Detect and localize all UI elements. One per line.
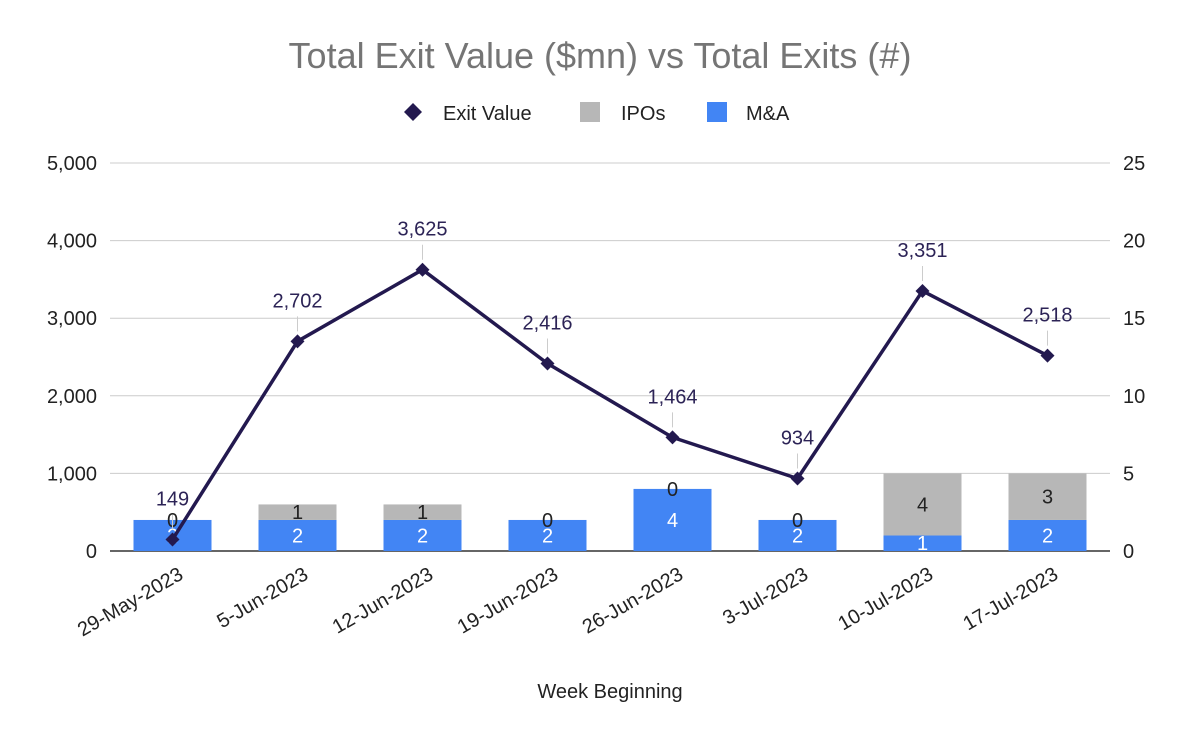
legend-marker-exit-value bbox=[404, 103, 422, 121]
bar-label-ma: 2 bbox=[292, 525, 303, 547]
right-tick-label: 5 bbox=[1123, 463, 1134, 485]
x-tick-label: 10-Jul-2023 bbox=[835, 563, 937, 635]
exit-value-point bbox=[540, 356, 555, 371]
bar-label-ipos: 3 bbox=[1042, 487, 1053, 509]
left-tick-label: 2,000 bbox=[47, 386, 97, 408]
exit-value-line-path bbox=[171, 267, 1049, 541]
exit-value-label: 934 bbox=[781, 428, 814, 450]
bar-label-ipos: 1 bbox=[417, 502, 428, 524]
left-axis: 0 1,000 2,000 3,000 4,000 5,000 bbox=[47, 153, 97, 563]
exit-value-point bbox=[665, 430, 680, 445]
bar-ma bbox=[1008, 519, 1087, 551]
x-axis-title: Week Beginning bbox=[537, 681, 682, 703]
bar-label-ma: 2 bbox=[1042, 525, 1053, 547]
exit-value-label: 149 bbox=[156, 488, 189, 510]
bar-label-ma: 4 bbox=[667, 510, 678, 532]
left-tick-label: 3,000 bbox=[47, 308, 97, 330]
bar-ma bbox=[758, 519, 837, 551]
bar-ma bbox=[633, 488, 712, 551]
x-tick-label: 26-Jun-2023 bbox=[579, 563, 687, 638]
bar-ma bbox=[383, 519, 462, 551]
bar-label-ipos: 0 bbox=[667, 479, 678, 501]
x-tick-label: 12-Jun-2023 bbox=[329, 563, 437, 638]
right-axis: 0 5 10 15 20 25 bbox=[1123, 153, 1145, 563]
left-tick-label: 1,000 bbox=[47, 463, 97, 485]
x-tick-label: 19-Jun-2023 bbox=[454, 563, 562, 638]
x-tick-label: 3-Jul-2023 bbox=[719, 563, 812, 629]
legend-label-ma: M&A bbox=[746, 103, 790, 125]
exit-value-point bbox=[165, 532, 180, 547]
left-tick-label: 5,000 bbox=[47, 153, 97, 175]
bar-label-ma: 2 bbox=[542, 525, 553, 547]
bar-label-ma: 2 bbox=[417, 525, 428, 547]
bars bbox=[133, 473, 1087, 551]
exit-value-label: 3,351 bbox=[897, 240, 947, 262]
exit-value-label: 1,464 bbox=[647, 386, 697, 408]
exit-value-label: 2,518 bbox=[1022, 305, 1072, 327]
legend-marker-ipos bbox=[580, 102, 600, 122]
bar-ma bbox=[508, 519, 587, 551]
exit-value-point bbox=[790, 471, 805, 486]
exit-value-line: 149 2,702 3,625 2,416 1,464 934 3,351 2,518 bbox=[156, 219, 1073, 547]
chart-title: Total Exit Value ($mn) vs Total Exits (#… bbox=[289, 35, 912, 76]
exit-value-point bbox=[415, 262, 430, 277]
bar-label-ipos: 1 bbox=[292, 502, 303, 524]
bar-label-ipos: 0 bbox=[542, 510, 553, 532]
exit-value-point bbox=[1040, 348, 1055, 363]
bar-ipos bbox=[883, 473, 962, 536]
legend-label-exit-value: Exit Value bbox=[443, 103, 532, 125]
legend-marker-ma bbox=[707, 102, 727, 122]
chart-legend: Exit Value IPOs M&A bbox=[404, 102, 790, 125]
legend-label-ipos: IPOs bbox=[621, 103, 665, 125]
exit-value-label: 3,625 bbox=[397, 219, 447, 241]
exit-value-label: 2,416 bbox=[522, 313, 572, 335]
bar-ipos bbox=[1008, 473, 1087, 520]
right-tick-label: 0 bbox=[1123, 541, 1134, 563]
x-tick-label: 29-May-2023 bbox=[74, 563, 187, 641]
right-tick-label: 15 bbox=[1123, 308, 1145, 330]
exit-value-point bbox=[290, 334, 305, 349]
x-tick-label: 17-Jul-2023 bbox=[960, 563, 1062, 635]
bar-label-ma: 2 bbox=[792, 525, 803, 547]
bar-ma bbox=[258, 519, 337, 551]
right-tick-label: 10 bbox=[1123, 386, 1145, 408]
x-axis: 29-May-2023 5-Jun-2023 12-Jun-2023 19-Jun-2… bbox=[74, 563, 1062, 641]
bar-ipos bbox=[383, 504, 462, 520]
bar-label-ipos: 0 bbox=[792, 510, 803, 532]
x-tick-label: 5-Jun-2023 bbox=[213, 563, 312, 633]
bar-label-ma: 1 bbox=[917, 533, 928, 555]
bar-ipos bbox=[258, 504, 337, 520]
left-tick-label: 4,000 bbox=[47, 231, 97, 253]
bar-ma bbox=[883, 535, 962, 551]
right-tick-label: 20 bbox=[1123, 231, 1145, 253]
left-tick-label: 0 bbox=[86, 541, 97, 563]
bar-label-ipos: 4 bbox=[917, 494, 928, 516]
exit-value-point bbox=[915, 283, 930, 298]
exit-value-label: 2,702 bbox=[272, 290, 322, 312]
right-tick-label: 25 bbox=[1123, 153, 1145, 175]
